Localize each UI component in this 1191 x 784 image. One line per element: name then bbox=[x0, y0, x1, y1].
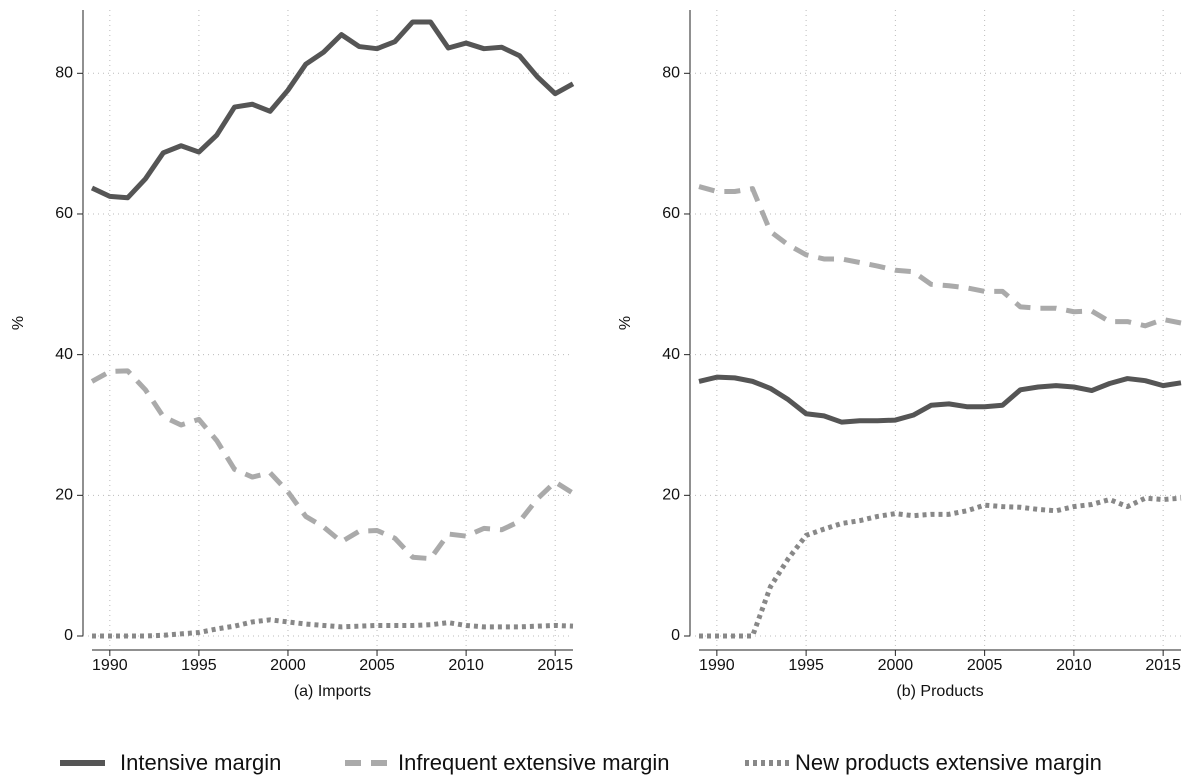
y-tick-label: 0 bbox=[671, 627, 680, 644]
y-axis-label: % bbox=[617, 316, 634, 330]
x-tick-label: 1990 bbox=[92, 657, 128, 674]
y-tick-label: 60 bbox=[55, 205, 73, 222]
x-tick-label: 2000 bbox=[878, 657, 914, 674]
legend-label: Intensive margin bbox=[120, 750, 281, 775]
series-line bbox=[698, 374, 1182, 425]
legend-label: New products extensive margin bbox=[795, 750, 1102, 775]
x-tick-label: 2005 bbox=[967, 657, 1003, 674]
y-tick-label: 60 bbox=[662, 205, 680, 222]
x-axis-label: (b) Products bbox=[896, 683, 983, 700]
x-tick-label: 2015 bbox=[1145, 657, 1181, 674]
y-tick-label: 40 bbox=[662, 346, 680, 363]
x-tick-label: 2000 bbox=[270, 657, 306, 674]
series-line bbox=[90, 19, 575, 201]
legend-label: Infrequent extensive margin bbox=[398, 750, 670, 775]
y-tick-label: 0 bbox=[64, 627, 73, 644]
y-tick-label: 80 bbox=[55, 65, 73, 82]
x-tick-label: 2010 bbox=[448, 657, 484, 674]
y-tick-label: 20 bbox=[662, 487, 680, 504]
y-axis-label: % bbox=[10, 316, 27, 330]
y-tick-label: 80 bbox=[662, 65, 680, 82]
y-tick-label: 40 bbox=[55, 346, 73, 363]
x-tick-label: 2010 bbox=[1056, 657, 1092, 674]
x-tick-label: 1990 bbox=[699, 657, 735, 674]
x-tick-label: 1995 bbox=[181, 657, 217, 674]
y-tick-label: 20 bbox=[55, 487, 73, 504]
x-axis-label: (a) Imports bbox=[294, 683, 371, 700]
series-line bbox=[92, 617, 574, 639]
x-tick-label: 2005 bbox=[359, 657, 395, 674]
x-tick-label: 1995 bbox=[788, 657, 824, 674]
series-line bbox=[698, 184, 1182, 329]
series-line bbox=[699, 495, 1182, 639]
series-line bbox=[90, 368, 575, 562]
x-tick-label: 2015 bbox=[537, 657, 573, 674]
